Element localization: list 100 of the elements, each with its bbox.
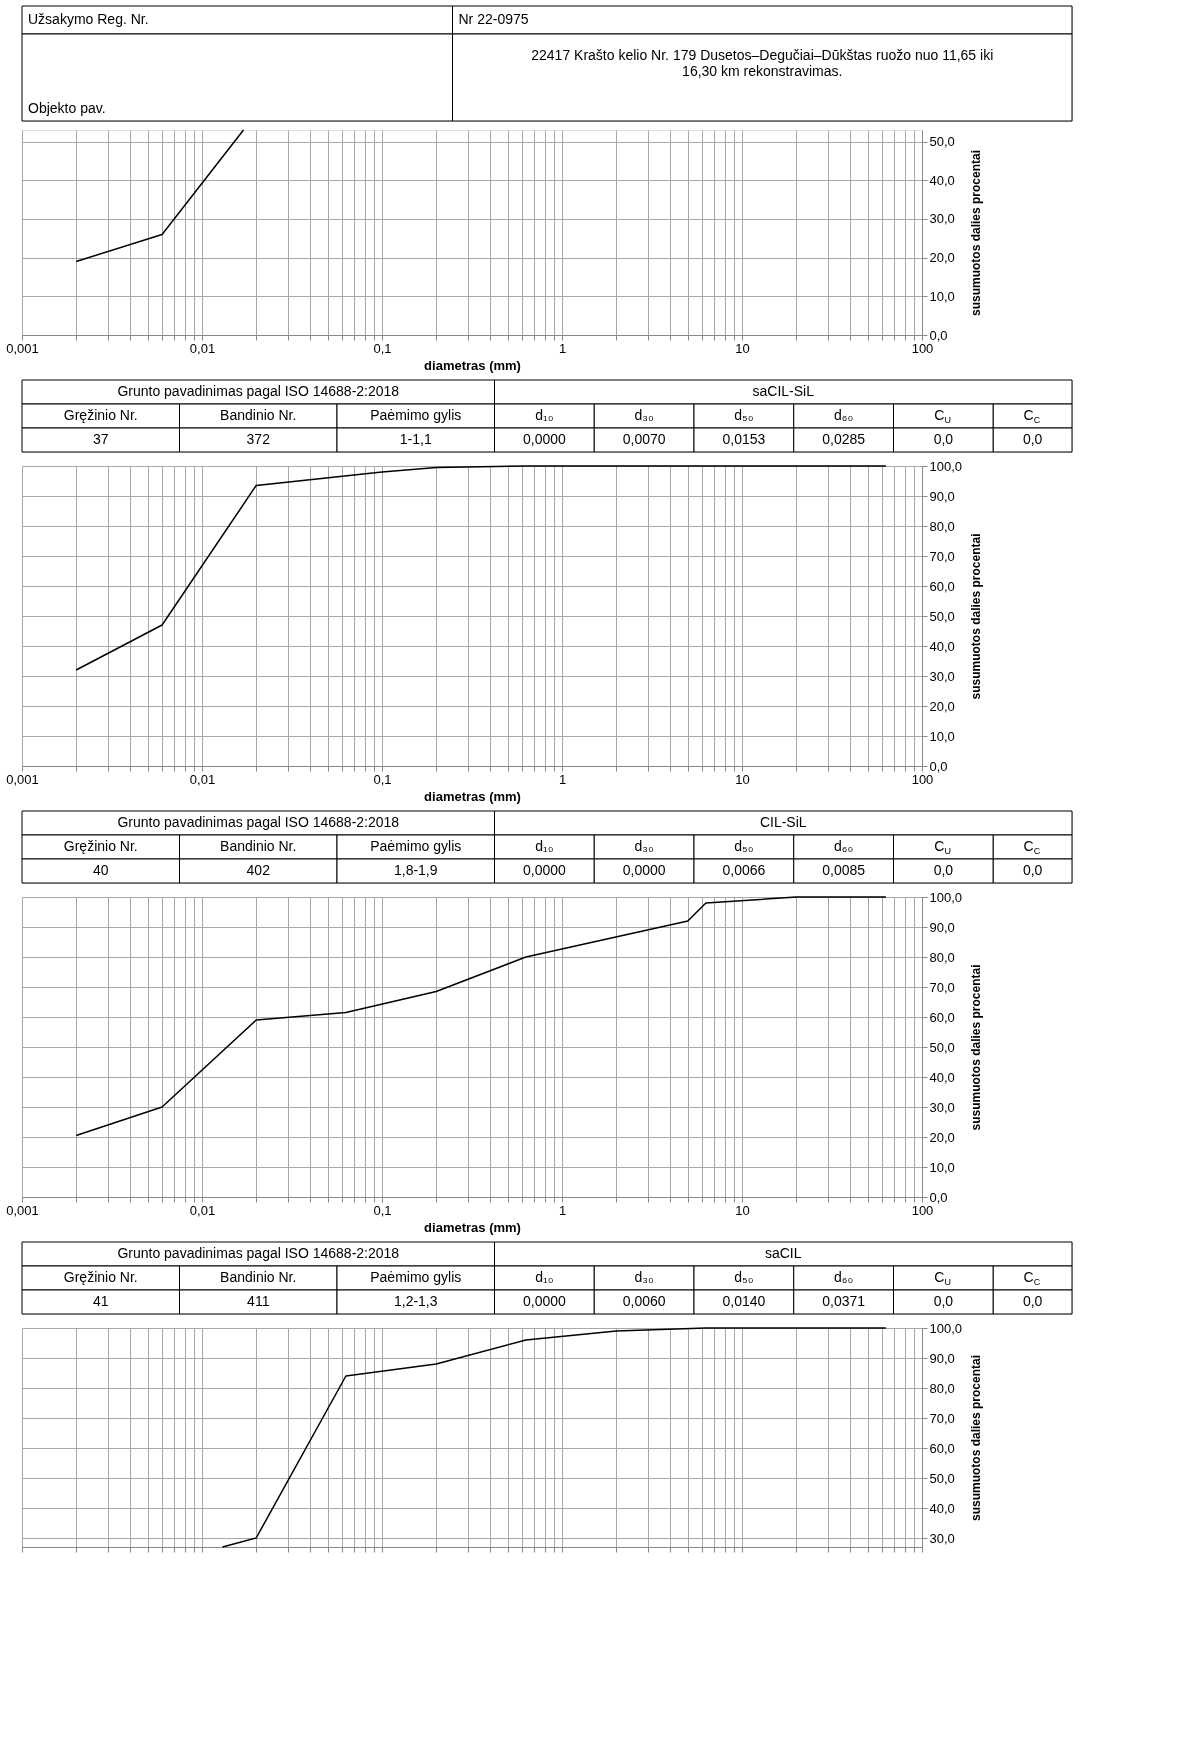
text: Grunto pavadinimas pagal ISO 14688-2:2018 — [117, 1245, 400, 1261]
x-tick-label: 0,1 — [373, 1202, 392, 1218]
text: 0,0000 — [622, 862, 666, 878]
y-tick-label: 70,0 — [929, 979, 955, 995]
x-tick-label: 1 — [558, 1202, 567, 1218]
text: CIL-SiL — [759, 814, 807, 830]
y-tick-label: 0,0 — [929, 1189, 948, 1205]
y-tick-label: 100,0 — [929, 1320, 963, 1336]
text: saCIL — [764, 1245, 802, 1261]
text: Užsakymo Reg. Nr. — [28, 11, 149, 27]
y-tick-label: 80,0 — [929, 949, 955, 965]
text: d₁₀ — [535, 838, 554, 854]
y-tick-label: 70,0 — [929, 1410, 955, 1426]
text: 0,0085 — [822, 862, 866, 878]
text: d₃₀ — [634, 838, 654, 854]
text: 1,2-1,3 — [393, 1293, 438, 1309]
x-axis-title: diametras (mm) — [424, 1219, 521, 1235]
text: Grunto pavadinimas pagal ISO 14688-2:2018 — [117, 814, 400, 830]
y-tick-label: 80,0 — [929, 1380, 955, 1396]
text: d₃₀ — [634, 1269, 654, 1285]
y-axis-title: susumuotos dalies procentai — [968, 964, 983, 1131]
text: 41 — [92, 1293, 109, 1309]
x-tick-label: 10 — [735, 340, 750, 356]
text: 0,0060 — [622, 1293, 666, 1309]
y-tick-label: 90,0 — [929, 1350, 955, 1366]
x-tick-label: 0,001 — [6, 1202, 39, 1218]
y-tick-label: 0,0 — [929, 327, 948, 343]
text: 411 — [247, 1293, 270, 1309]
y-tick-label: 50,0 — [929, 134, 955, 150]
text: d₁₀ — [535, 1269, 554, 1285]
y-tick-label: 20,0 — [929, 250, 955, 266]
text: d₁₀ — [535, 407, 554, 423]
y-tick-label: 40,0 — [929, 172, 955, 188]
text: saCIL-SiL — [752, 383, 815, 399]
text: 0,0 — [1022, 862, 1043, 878]
text: d₅₀ — [734, 1269, 754, 1285]
text: 0,0 — [1022, 431, 1043, 447]
text: 0,0371 — [822, 1293, 866, 1309]
text: 372 — [246, 431, 271, 447]
text: d₅₀ — [734, 407, 754, 423]
text: 1-1,1 — [399, 431, 432, 447]
text: Grunto pavadinimas pagal ISO 14688-2:2018 — [117, 383, 400, 399]
x-tick-label: 10 — [735, 1202, 750, 1218]
y-tick-label: 10,0 — [929, 728, 955, 744]
y-tick-label: 60,0 — [929, 578, 955, 594]
x-tick-label: 0,01 — [189, 340, 216, 356]
text: 0,0066 — [722, 862, 766, 878]
y-axis-title: susumuotos dalies procentai — [968, 149, 983, 317]
x-tick-label: 100 — [911, 340, 934, 356]
y-tick-label: 10,0 — [929, 1159, 955, 1175]
text: d₃₀ — [634, 407, 654, 423]
y-tick-label: 60,0 — [929, 1440, 955, 1456]
y-tick-label: 90,0 — [929, 919, 955, 935]
y-tick-label: 30,0 — [929, 211, 955, 227]
y-tick-label: 100,0 — [929, 458, 963, 474]
y-tick-label: 40,0 — [929, 1500, 955, 1516]
x-tick-label: 1 — [558, 340, 567, 356]
y-tick-label: 60,0 — [929, 1009, 955, 1025]
x-tick-label: 1 — [558, 771, 567, 787]
x-tick-label: 0,01 — [189, 771, 216, 787]
x-tick-label: 10 — [735, 771, 750, 787]
x-tick-label: 0,1 — [373, 771, 392, 787]
text: 0,0000 — [522, 431, 566, 447]
text: 40 — [92, 862, 109, 878]
text: Gręžinio Nr. — [63, 838, 138, 854]
text: Paėmimo gylis — [370, 838, 462, 854]
text: 0,0153 — [722, 431, 766, 447]
text: Bandinio Nr. — [220, 1269, 297, 1285]
text: 0,0285 — [822, 431, 866, 447]
y-tick-label: 30,0 — [929, 1099, 955, 1115]
x-tick-label: 0,01 — [189, 1202, 216, 1218]
y-tick-label: 40,0 — [929, 638, 955, 654]
text: d₅₀ — [734, 838, 754, 854]
y-axis-title: susumuotos dalies procentai — [968, 1354, 983, 1522]
text: Gręžinio Nr. — [63, 1269, 138, 1285]
y-tick-label: 40,0 — [929, 1069, 955, 1085]
text: 37 — [92, 431, 109, 447]
y-tick-label: 10,0 — [929, 288, 955, 304]
x-tick-label: 0,1 — [373, 340, 392, 356]
y-tick-label: 80,0 — [929, 518, 955, 534]
y-tick-label: 50,0 — [929, 1470, 955, 1486]
y-tick-label: 30,0 — [929, 1530, 955, 1546]
y-tick-label: 20,0 — [929, 698, 955, 714]
text: 22417 Krašto kelio Nr. 179 Dusetos–Degučiai–Dūkštas ruožo nuo 11,65 iki 16,30 km rekonstravimas. — [531, 47, 994, 79]
text: Paėmimo gylis — [370, 407, 462, 423]
y-tick-label: 50,0 — [929, 1039, 955, 1055]
text: Objekto pav. — [28, 100, 106, 116]
y-tick-label: 30,0 — [929, 668, 955, 684]
text: d₆₀ — [834, 838, 854, 854]
x-tick-label: 100 — [911, 771, 934, 787]
text: Gręžinio Nr. — [63, 407, 138, 423]
text: Nr 22-0975 — [458, 11, 529, 27]
x-axis-title: diametras (mm) — [424, 788, 521, 804]
y-tick-label: 50,0 — [929, 608, 955, 624]
y-tick-label: 70,0 — [929, 548, 955, 564]
text: 0,0000 — [522, 1293, 566, 1309]
x-tick-label: 0,001 — [6, 771, 39, 787]
text: d₆₀ — [834, 1269, 854, 1285]
text: 0,0 — [1022, 1293, 1043, 1309]
y-tick-label: 20,0 — [929, 1129, 955, 1145]
